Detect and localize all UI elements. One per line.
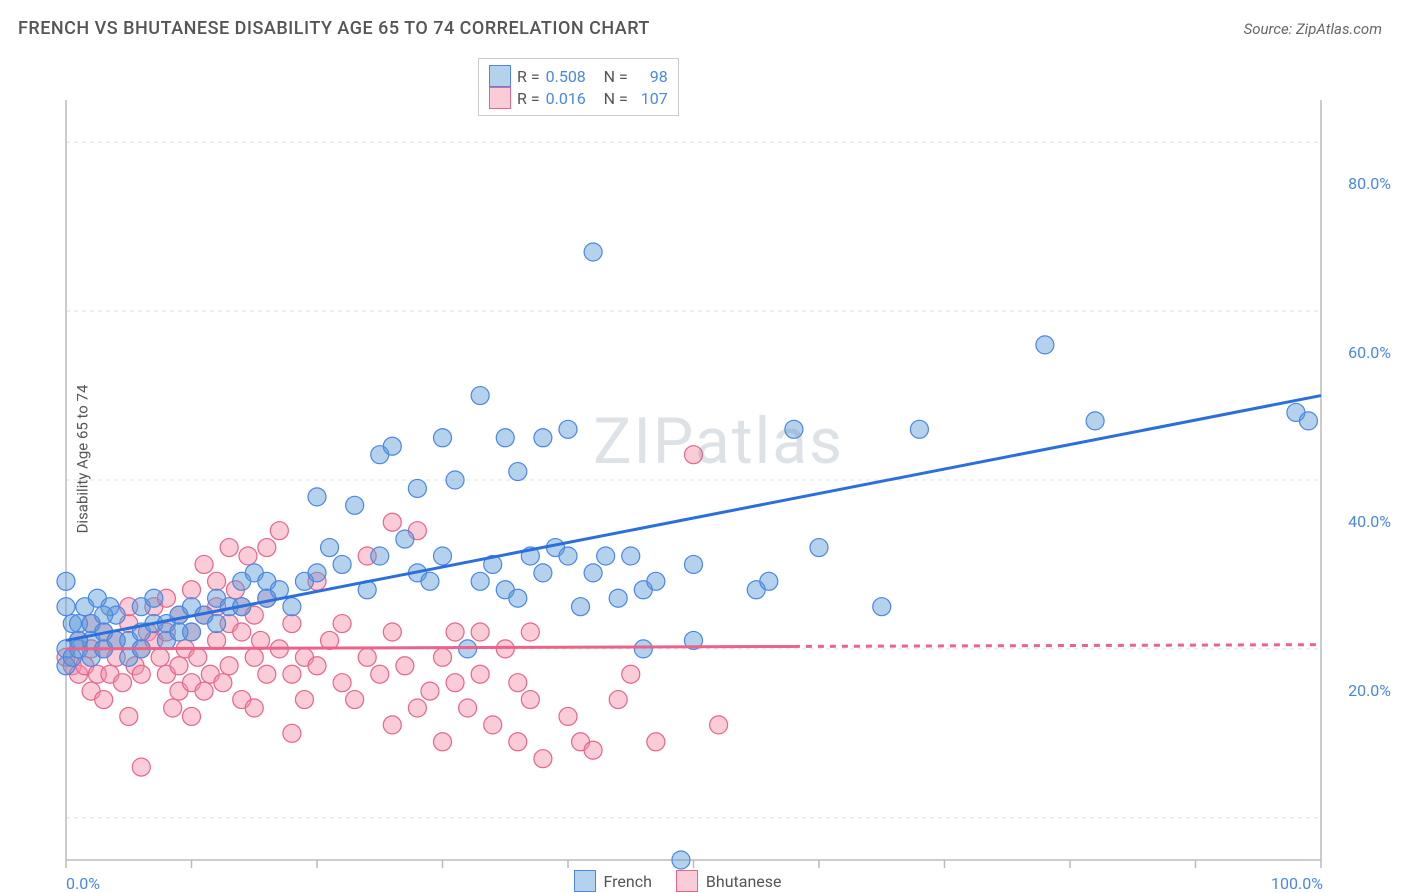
legend-n-value: 107 [634, 89, 668, 108]
y-tick-label: 40.0% [1331, 512, 1391, 531]
legend-series-name: French [604, 872, 652, 891]
legend-n-value: 98 [634, 67, 668, 86]
correlation-legend: R = 0.508 N = 98 R = 0.016 N = 107 [478, 58, 679, 116]
legend-swatch [489, 87, 511, 109]
legend-r-value: 0.508 [546, 67, 598, 86]
legend-r-label: R = [517, 67, 540, 86]
legend-swatch [574, 870, 596, 892]
page-title: FRENCH VS BHUTANESE DISABILITY AGE 65 TO… [18, 18, 650, 39]
legend-r-value: 0.016 [546, 89, 598, 108]
legend-row: R = 0.016 N = 107 [489, 87, 668, 109]
legend-item: Bhutanese [676, 870, 782, 892]
x-tick-label: 0.0% [66, 874, 100, 893]
legend-n-label: N = [604, 89, 628, 108]
chart-container: Disability Age 65 to 74 20.0%40.0%60.0%8… [18, 50, 1388, 870]
legend-row: R = 0.508 N = 98 [489, 65, 668, 87]
series-legend: French Bhutanese [574, 870, 782, 892]
y-tick-label: 80.0% [1331, 174, 1391, 193]
x-tick-label: 100.0% [1271, 874, 1323, 893]
legend-series-name: Bhutanese [706, 872, 782, 891]
y-tick-label: 60.0% [1331, 343, 1391, 362]
y-tick-label: 20.0% [1331, 681, 1391, 700]
legend-n-label: N = [604, 67, 628, 86]
legend-swatch [489, 65, 511, 87]
legend-item: French [574, 870, 652, 892]
legend-swatch [676, 870, 698, 892]
source-label: Source: ZipAtlas.com [1244, 20, 1382, 38]
legend-r-label: R = [517, 89, 540, 108]
scatter-chart [18, 50, 1401, 890]
